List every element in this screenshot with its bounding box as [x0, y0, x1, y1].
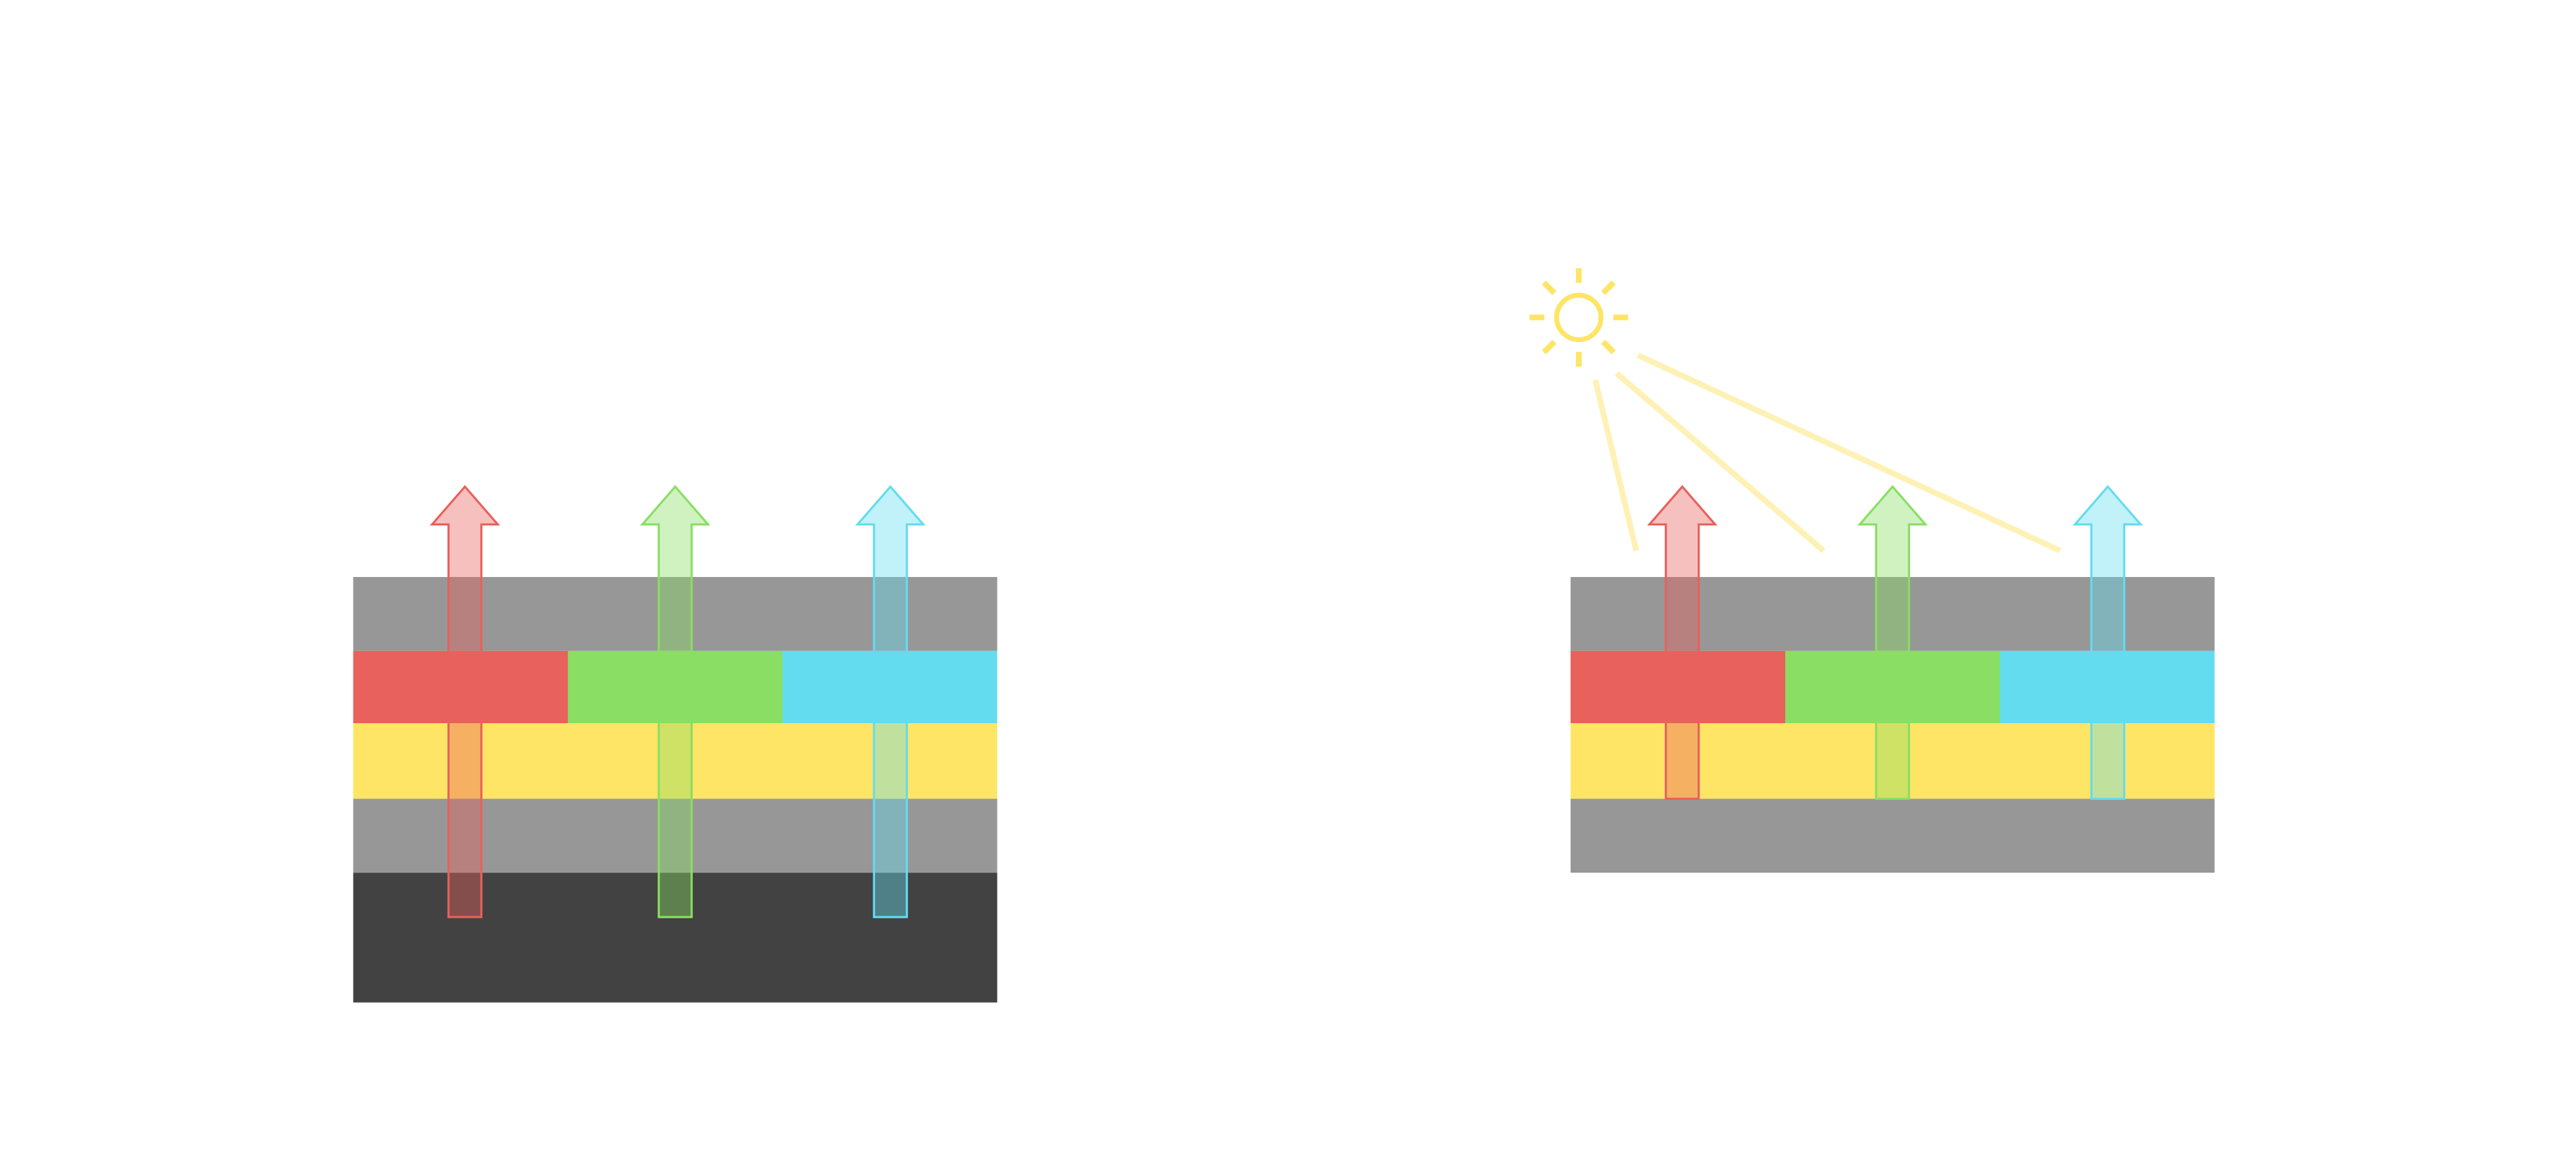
light-ray-1	[1592, 379, 1640, 552]
bottom-gray-layer	[1570, 799, 2215, 873]
red-filter	[353, 650, 569, 724]
cyan-filter	[782, 650, 998, 724]
light-ray-2	[1615, 371, 1826, 553]
bottom-gray-layer	[353, 799, 998, 873]
green-arrow-up-icon	[1857, 485, 1928, 800]
yellow-layer	[353, 723, 998, 799]
red-arrow-up-icon	[430, 485, 500, 918]
green-arrow-up-icon	[639, 485, 711, 918]
right-stack	[1570, 485, 2215, 873]
cyan-filter	[2000, 650, 2215, 724]
left-stack	[353, 485, 998, 1003]
sun-ray-short	[1542, 339, 1557, 355]
green-filter	[567, 650, 784, 724]
green-filter	[1785, 650, 2001, 724]
cyan-arrow-up-icon	[2072, 485, 2143, 800]
sun-ray-short	[1542, 280, 1557, 296]
top-gray-layer	[353, 577, 998, 651]
top-gray-layer	[1570, 577, 2215, 651]
sun-icon	[1530, 268, 1629, 367]
cyan-arrow-up-icon	[855, 485, 926, 918]
sun-ray-short	[1601, 339, 1616, 355]
sun-ray-short	[1601, 280, 1616, 296]
sun-disc	[1554, 292, 1604, 343]
yellow-layer	[1570, 723, 2215, 799]
light-ray-3	[1636, 352, 2061, 554]
red-arrow-up-icon	[1647, 485, 1718, 800]
red-filter	[1570, 650, 1786, 724]
dark-base-layer	[353, 873, 998, 1003]
